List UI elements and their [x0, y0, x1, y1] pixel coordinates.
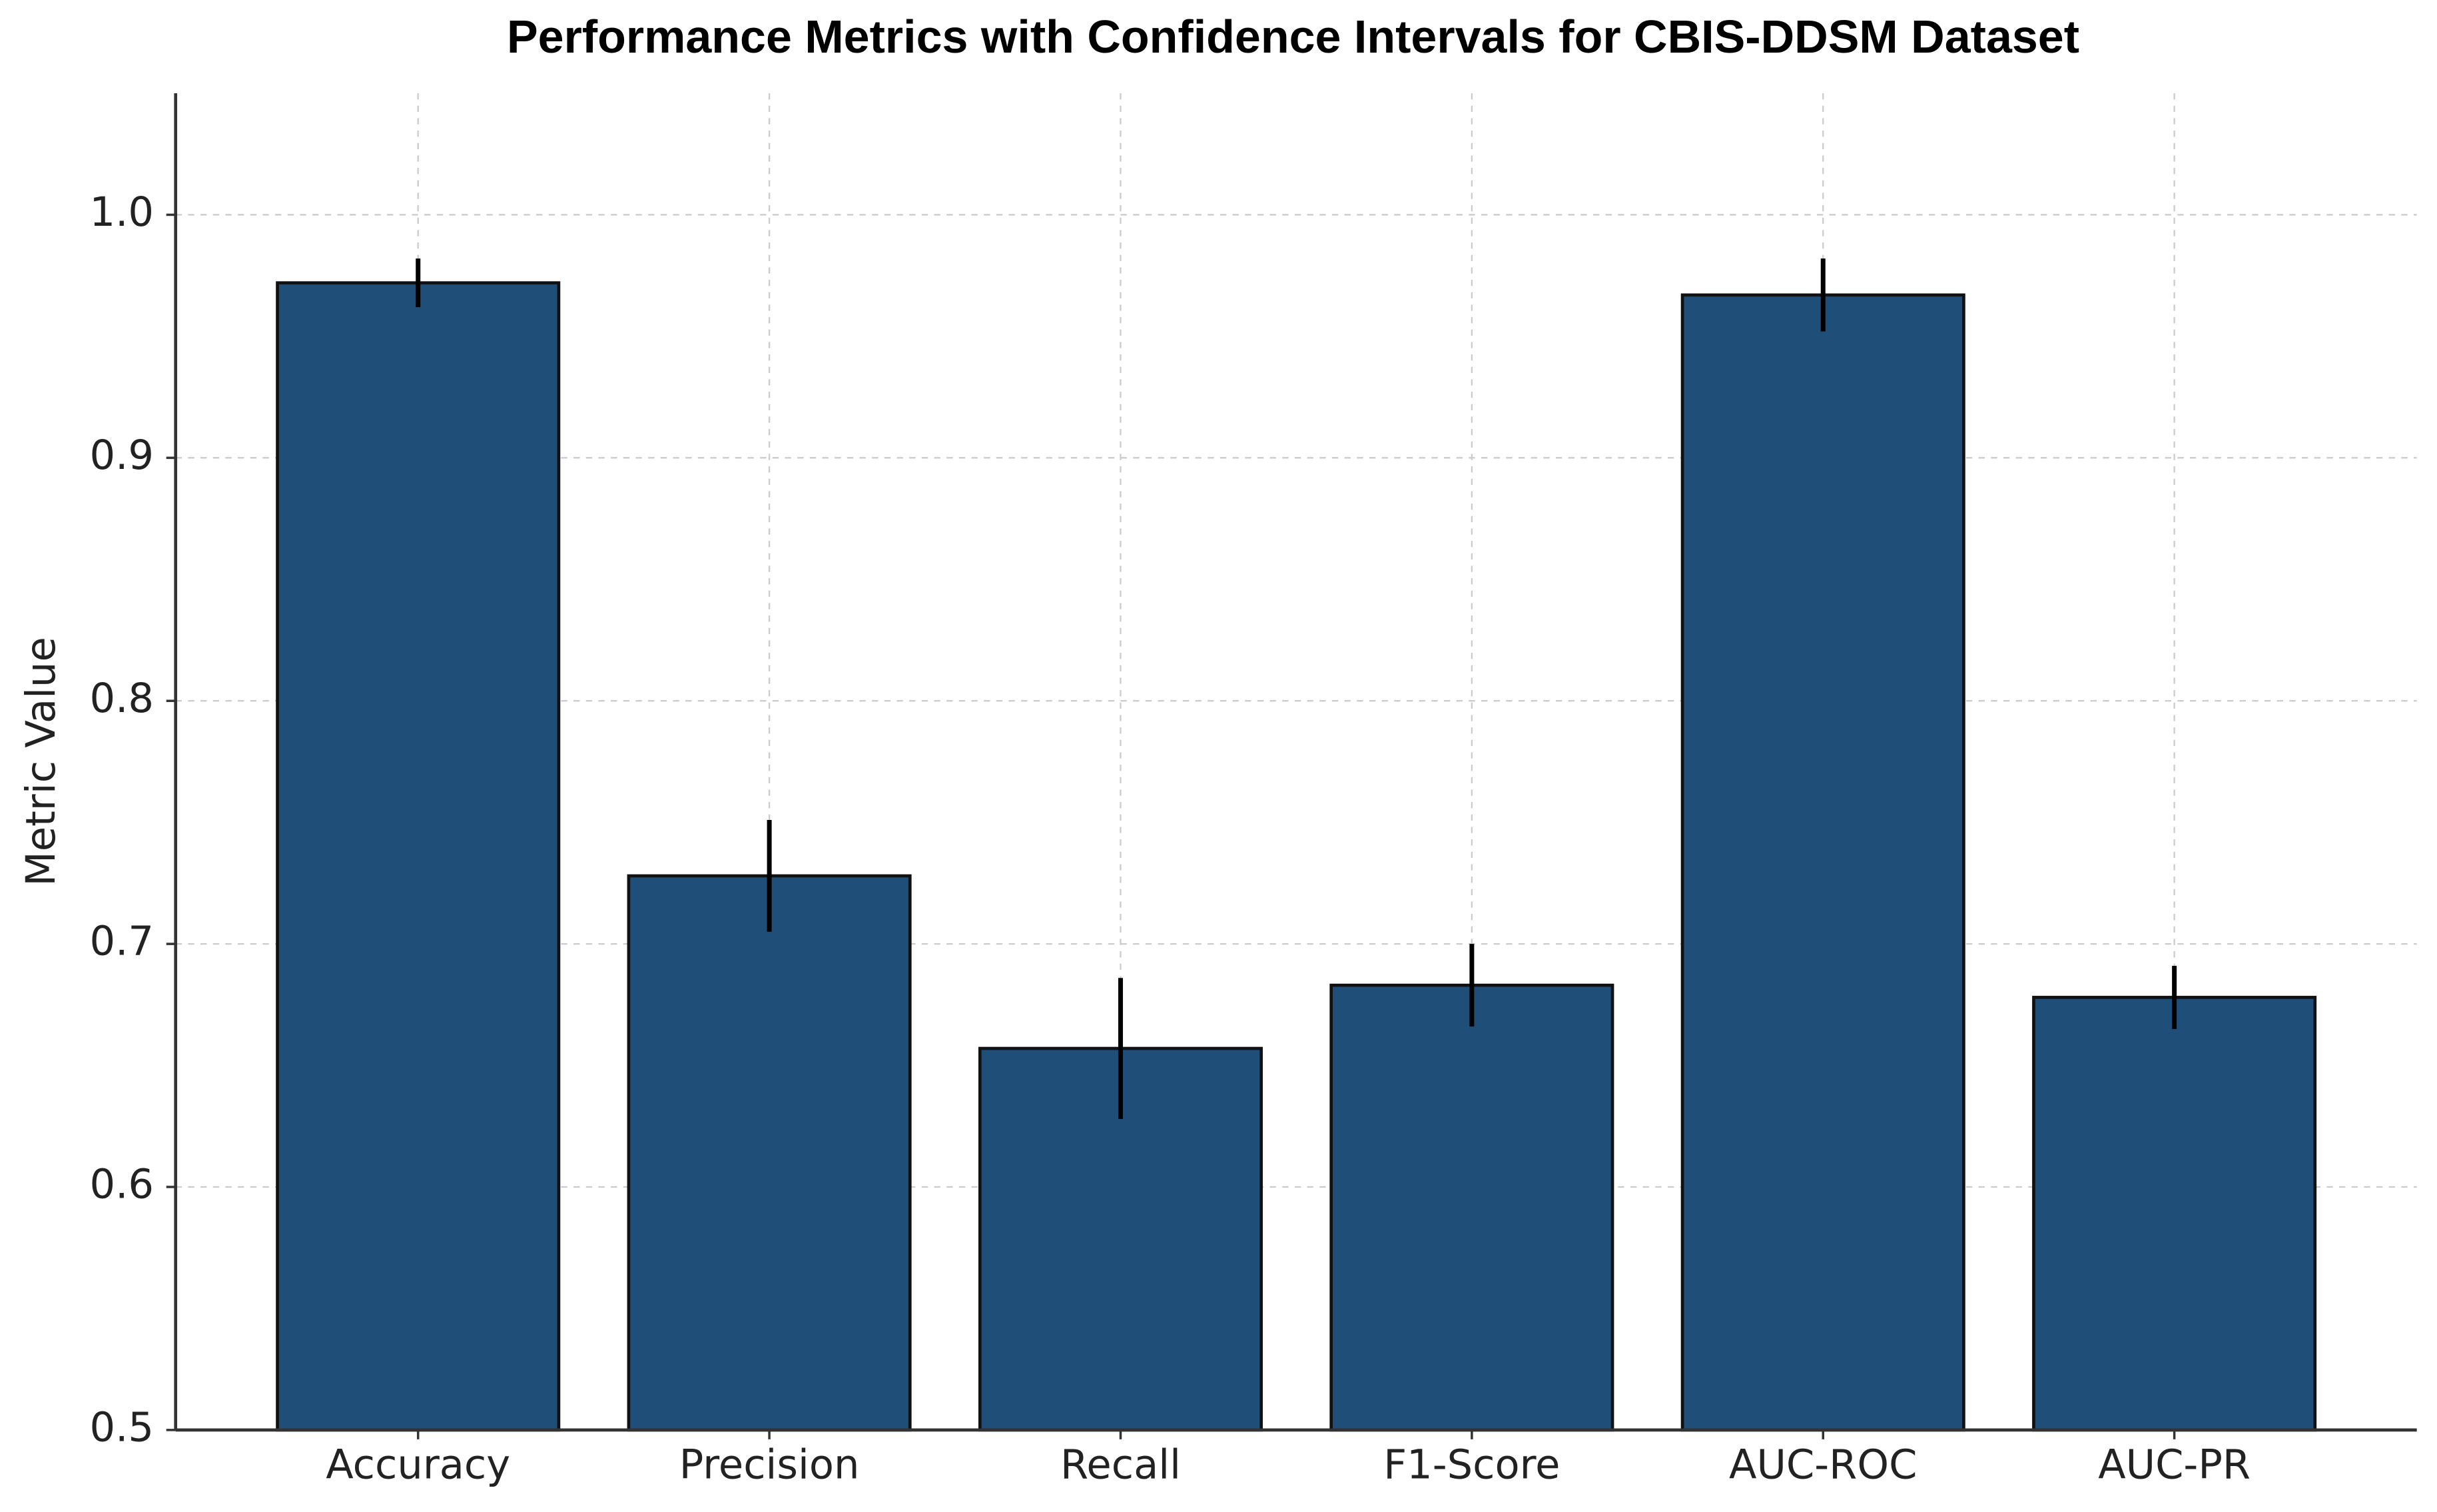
bar: [1680, 293, 1965, 1432]
y-tick-label: 0.5: [90, 1404, 154, 1451]
x-tick-label: AUC-ROC: [1729, 1441, 1917, 1488]
x-tick-label: AUC-PR: [2098, 1441, 2251, 1488]
bar: [276, 281, 561, 1432]
x-tick-label: F1-Score: [1383, 1441, 1560, 1488]
bar: [2032, 996, 2317, 1432]
y-axis-label: Metric Value: [18, 637, 65, 886]
chart-title: Performance Metrics with Confidence Inte…: [507, 11, 2079, 63]
x-tick-label: Accuracy: [326, 1441, 510, 1488]
x-tick-label: Precision: [679, 1441, 860, 1488]
y-tick-label: 0.8: [90, 675, 154, 722]
y-tick-label: 0.6: [90, 1162, 154, 1208]
x-tick-label: Recall: [1060, 1441, 1181, 1488]
bar: [627, 874, 912, 1432]
y-tick-label: 0.7: [90, 919, 154, 965]
bar: [1329, 983, 1614, 1432]
y-tick-label: 1.0: [90, 189, 154, 236]
y-tick-label: 0.9: [90, 432, 154, 479]
